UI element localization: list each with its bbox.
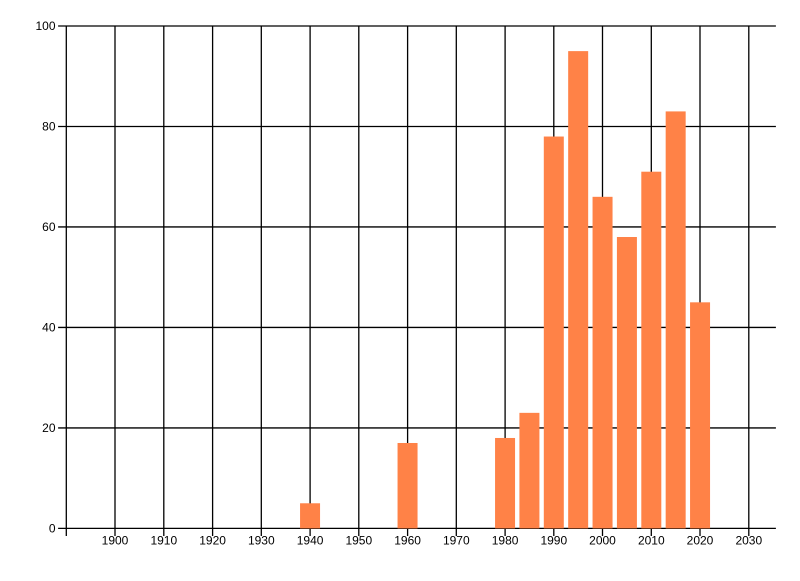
svg-text:2010: 2010: [638, 533, 665, 547]
svg-text:1950: 1950: [345, 533, 372, 547]
svg-text:1990: 1990: [540, 533, 567, 547]
svg-text:1940: 1940: [297, 533, 324, 547]
svg-text:80: 80: [42, 120, 56, 134]
svg-text:2020: 2020: [687, 533, 714, 547]
svg-text:1900: 1900: [102, 533, 129, 547]
svg-text:1920: 1920: [199, 533, 226, 547]
svg-text:1930: 1930: [248, 533, 275, 547]
svg-text:100: 100: [35, 19, 55, 33]
svg-text:1910: 1910: [150, 533, 177, 547]
svg-text:2030: 2030: [735, 533, 762, 547]
svg-text:1970: 1970: [443, 533, 470, 547]
svg-text:1980: 1980: [492, 533, 519, 547]
svg-text:0: 0: [49, 521, 56, 535]
svg-text:2000: 2000: [589, 533, 616, 547]
svg-text:20: 20: [42, 421, 56, 435]
svg-text:60: 60: [42, 220, 56, 234]
svg-text:40: 40: [42, 320, 56, 334]
svg-text:1960: 1960: [394, 533, 421, 547]
